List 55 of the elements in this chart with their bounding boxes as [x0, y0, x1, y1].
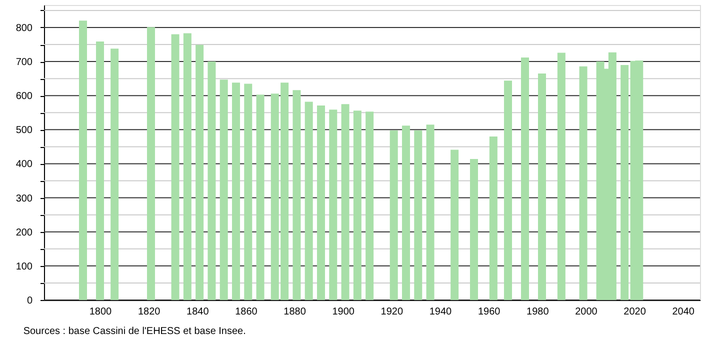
- x-tick-label: 1980: [526, 306, 550, 318]
- y-tick-label: 400: [16, 159, 33, 170]
- bar: [196, 44, 204, 300]
- bar: [579, 66, 588, 300]
- bar: [304, 102, 313, 300]
- x-tick-label: 2040: [672, 306, 695, 318]
- bar: [79, 20, 87, 300]
- bar: [96, 41, 104, 300]
- bar: [341, 104, 350, 300]
- x-tick-label: 1860: [235, 306, 258, 318]
- x-tick-label: 1920: [380, 306, 404, 318]
- bar: [171, 34, 180, 300]
- bar: [208, 62, 216, 300]
- x-tick-label: 1840: [186, 306, 210, 318]
- bar: [317, 105, 325, 300]
- bar: [538, 73, 546, 300]
- bar: [353, 110, 362, 300]
- bar: [489, 136, 498, 300]
- bar: [110, 48, 119, 300]
- source-note: Sources : base Cassini de l'EHESS et base Insee.: [23, 326, 246, 337]
- y-tick-label: 200: [16, 227, 33, 238]
- bar: [426, 124, 434, 300]
- y-tick-label: 0: [26, 296, 33, 306]
- y-tick-label: 300: [16, 193, 33, 204]
- bar: [147, 27, 155, 300]
- x-tick-label: 1820: [138, 306, 161, 318]
- bar: [402, 126, 410, 300]
- bar: [329, 110, 338, 300]
- bar: [557, 52, 566, 300]
- x-tick-label: 1800: [89, 306, 112, 318]
- bar: [504, 80, 512, 300]
- x-tick-label: 1960: [478, 306, 501, 318]
- bar: [470, 158, 478, 300]
- bar: [256, 94, 264, 300]
- x-tick-label: 1900: [332, 306, 355, 318]
- bar: [183, 33, 192, 300]
- bar: [220, 80, 228, 300]
- bar: [414, 130, 422, 300]
- bar: [390, 130, 398, 300]
- bar: [620, 64, 629, 300]
- bar: [366, 112, 374, 300]
- x-tick-label: 2000: [575, 306, 598, 318]
- y-tick-label: 500: [16, 125, 33, 136]
- bar: [450, 150, 459, 300]
- x-tick-label: 1940: [429, 306, 452, 318]
- y-tick-label: 600: [16, 91, 33, 102]
- bar: [292, 90, 301, 300]
- x-tick-label: 1880: [284, 306, 306, 318]
- y-tick-label: 700: [16, 57, 33, 68]
- bar: [521, 57, 529, 300]
- y-tick-label: 100: [16, 261, 33, 272]
- bar: [232, 82, 240, 300]
- y-tick-label: 800: [16, 22, 33, 34]
- x-tick-label: 2020: [624, 306, 646, 318]
- bar: [244, 84, 252, 300]
